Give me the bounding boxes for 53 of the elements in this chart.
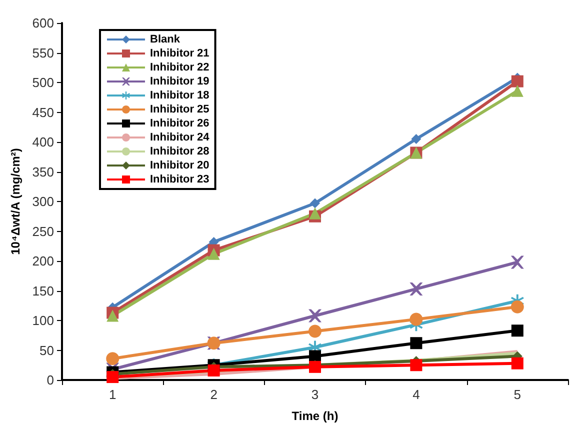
legend-label: Inhibitor 20 [150, 160, 210, 172]
point [511, 75, 524, 88]
point [309, 360, 321, 373]
y-tick-label: 150 [32, 283, 54, 298]
point [511, 324, 524, 337]
point [310, 198, 320, 208]
point [309, 350, 321, 362]
point [308, 309, 322, 322]
point [511, 84, 524, 97]
y-tick-label: 100 [32, 313, 54, 328]
legend-label: Inhibitor 26 [150, 118, 210, 130]
legend-label: Inhibitor 21 [150, 48, 210, 60]
y-tick-label: 300 [32, 194, 54, 209]
y-tick-label: 200 [32, 254, 54, 268]
y-tick-label: 600 [32, 16, 54, 30]
point [511, 357, 524, 370]
y-tick-label: 500 [32, 75, 54, 90]
legend-label: Inhibitor 28 [150, 146, 210, 158]
y-tick-label: 400 [32, 134, 54, 150]
point [208, 364, 220, 376]
point [510, 300, 524, 314]
y-tick-label: 0 [46, 372, 54, 388]
y-tick-label: 50 [40, 342, 54, 358]
y-axis-title: 10⁴Δwt/A (mg/cm²) [8, 148, 22, 255]
point [410, 337, 422, 350]
point [410, 359, 422, 372]
point [411, 134, 422, 144]
legend-label: Inhibitor 25 [150, 104, 210, 116]
x-tick-label: 3 [311, 387, 319, 402]
y-tick-label: 450 [32, 104, 54, 120]
x-tick-label: 5 [514, 387, 522, 402]
point [410, 312, 423, 326]
x-axis-title: Time (h) [292, 409, 338, 423]
x-tick-label: 1 [108, 387, 116, 402]
legend-label: Inhibitor 22 [150, 62, 210, 74]
y-tick-label: 250 [32, 224, 54, 239]
point [208, 248, 220, 260]
x-tick-label: 4 [412, 387, 420, 402]
point [309, 207, 321, 220]
point [106, 310, 119, 322]
point [410, 282, 423, 296]
legend-label: Inhibitor 24 [150, 132, 210, 144]
point [510, 256, 524, 269]
point [106, 352, 120, 366]
y-tick-label: 550 [32, 45, 54, 60]
legend-label: Inhibitor 18 [150, 90, 210, 102]
y-tick-label: 350 [32, 164, 54, 180]
point [308, 324, 322, 338]
point [106, 371, 119, 384]
legend-label: Inhibitor 23 [150, 174, 210, 186]
legend-label: Inhibitor 19 [150, 76, 210, 88]
x-tick-label: 2 [210, 387, 218, 402]
legend-label: Blank [150, 34, 181, 46]
